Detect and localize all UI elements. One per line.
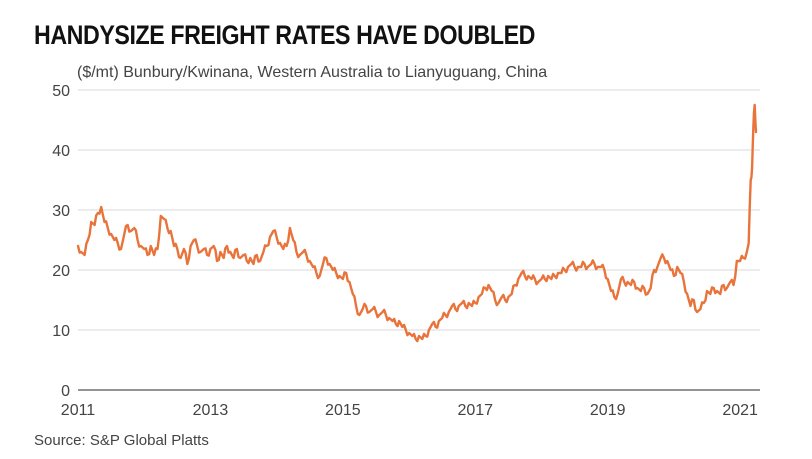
x-tick-label: 2011 (61, 402, 96, 419)
source-note: Source: S&P Global Platts (34, 432, 209, 449)
y-tick-label: 10 (52, 323, 70, 340)
x-tick-label: 2021 (722, 402, 758, 419)
y-tick-labels: 0 10 20 30 40 50 (52, 83, 70, 400)
y-tick-label: 30 (52, 203, 70, 220)
chart-title: HANDYSIZE FREIGHT RATES HAVE DOUBLED (34, 20, 535, 50)
grid-lines (78, 89, 760, 331)
chart-subtitle: ($/mt) Bunbury/Kwinana, Western Australi… (77, 64, 548, 81)
x-tick-label: 2017 (457, 402, 493, 419)
y-tick-label: 0 (61, 383, 70, 400)
x-tick-label: 2015 (325, 402, 361, 419)
x-tick-label: 2019 (590, 402, 626, 419)
y-tick-label: 50 (52, 83, 70, 100)
freight-rate-chart: 0 10 20 30 40 50 2011 2013 2015 2017 2019 2021 (52, 83, 760, 419)
x-tick-labels: 2011 2013 2015 2017 2019 2021 (61, 402, 758, 419)
y-tick-label: 20 (52, 263, 70, 280)
series-line (76, 103, 758, 343)
x-tick-label: 2013 (193, 402, 229, 419)
y-tick-label: 40 (52, 143, 70, 160)
series-layer (76, 103, 758, 343)
